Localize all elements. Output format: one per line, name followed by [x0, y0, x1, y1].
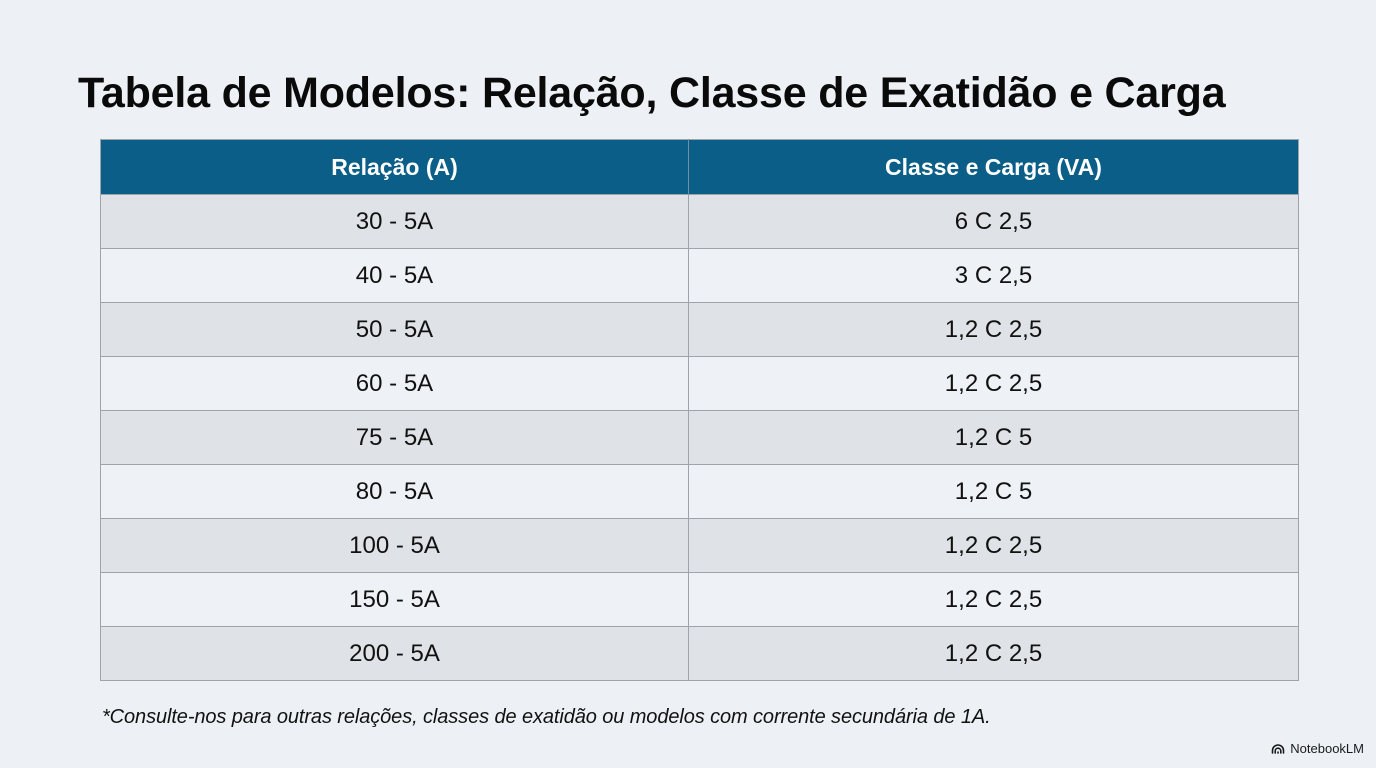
cell-relacao: 40 - 5A	[100, 248, 689, 303]
table-row: 100 - 5A 1,2 C 2,5	[100, 518, 1299, 573]
table-row: 60 - 5A 1,2 C 2,5	[100, 356, 1299, 411]
cell-classe-carga: 1,2 C 2,5	[688, 302, 1299, 357]
cell-relacao: 50 - 5A	[100, 302, 689, 357]
table-row: 30 - 5A 6 C 2,5	[100, 194, 1299, 249]
cell-classe-carga: 1,2 C 2,5	[688, 626, 1299, 681]
column-header-classe-carga: Classe e Carga (VA)	[688, 139, 1299, 195]
models-table: Relação (A) Classe e Carga (VA) 30 - 5A …	[100, 139, 1299, 681]
watermark-label: NotebookLM	[1290, 741, 1364, 756]
models-table-container: Relação (A) Classe e Carga (VA) 30 - 5A …	[100, 139, 1299, 681]
table-row: 80 - 5A 1,2 C 5	[100, 464, 1299, 519]
cell-relacao: 30 - 5A	[100, 194, 689, 249]
notebooklm-watermark: NotebookLM	[1271, 741, 1364, 756]
cell-classe-carga: 3 C 2,5	[688, 248, 1299, 303]
table-row: 50 - 5A 1,2 C 2,5	[100, 302, 1299, 357]
cell-relacao: 60 - 5A	[100, 356, 689, 411]
table-row: 200 - 5A 1,2 C 2,5	[100, 626, 1299, 681]
cell-classe-carga: 1,2 C 2,5	[688, 518, 1299, 573]
cell-relacao: 75 - 5A	[100, 410, 689, 465]
cell-relacao: 200 - 5A	[100, 626, 689, 681]
cell-classe-carga: 1,2 C 5	[688, 410, 1299, 465]
cell-classe-carga: 1,2 C 5	[688, 464, 1299, 519]
table-header-row: Relação (A) Classe e Carga (VA)	[100, 139, 1299, 195]
page-title: Tabela de Modelos: Relação, Classe de Ex…	[78, 69, 1226, 117]
table-row: 150 - 5A 1,2 C 2,5	[100, 572, 1299, 627]
table-row: 40 - 5A 3 C 2,5	[100, 248, 1299, 303]
table-row: 75 - 5A 1,2 C 5	[100, 410, 1299, 465]
notebooklm-logo-icon	[1271, 743, 1285, 754]
footnote: *Consulte-nos para outras relações, clas…	[102, 706, 991, 728]
cell-relacao: 100 - 5A	[100, 518, 689, 573]
cell-relacao: 80 - 5A	[100, 464, 689, 519]
cell-classe-carga: 1,2 C 2,5	[688, 572, 1299, 627]
cell-classe-carga: 1,2 C 2,5	[688, 356, 1299, 411]
cell-relacao: 150 - 5A	[100, 572, 689, 627]
cell-classe-carga: 6 C 2,5	[688, 194, 1299, 249]
column-header-relacao: Relação (A)	[100, 139, 689, 195]
